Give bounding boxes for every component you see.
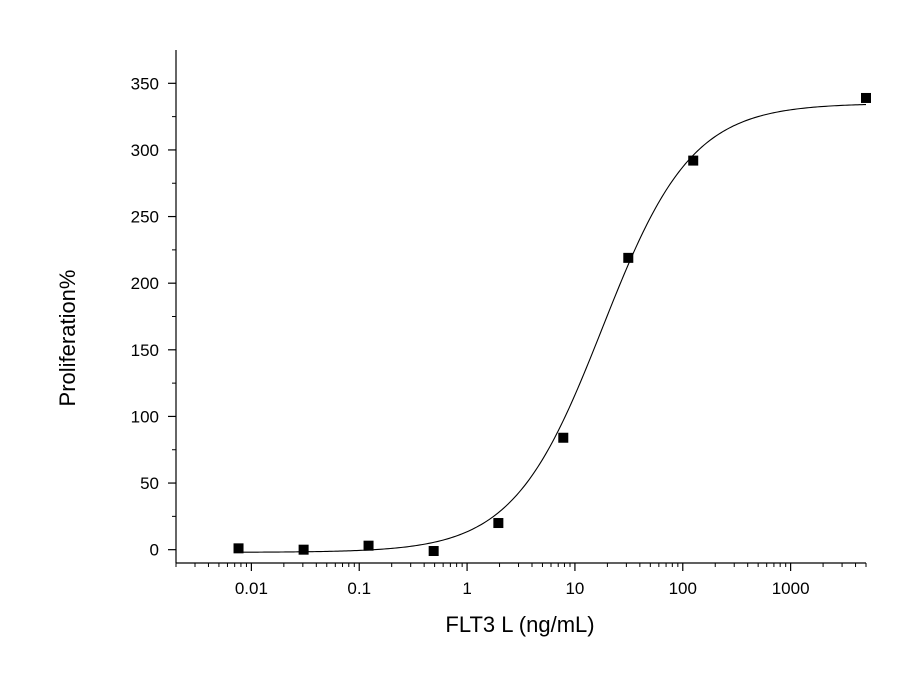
x-tick-label: 10 — [565, 579, 584, 598]
data-point — [233, 543, 244, 554]
y-tick-label: 250 — [131, 208, 159, 227]
y-axis-title: Proliferation% — [55, 270, 80, 407]
data-point — [688, 155, 699, 166]
data-point — [558, 432, 569, 443]
y-axis-ticks: 0 50 100 150 200 250 300 350 — [131, 74, 176, 560]
y-tick-label: 50 — [140, 474, 159, 493]
data-point — [298, 544, 309, 555]
x-tick-label: 100 — [669, 579, 697, 598]
y-tick-label: 0 — [150, 541, 159, 560]
fit-curve — [234, 103, 867, 553]
data-point — [861, 92, 871, 103]
x-tick-label: 1000 — [772, 579, 810, 598]
x-axis-title: FLT3 L (ng/mL) — [445, 612, 594, 637]
x-tick-label: 0.01 — [235, 579, 268, 598]
x-axis-ticks: 0.01 0.1 1 10 100 1000 — [175, 563, 867, 598]
data-point — [428, 546, 439, 557]
data-point — [363, 540, 374, 551]
y-tick-label: 200 — [131, 274, 159, 293]
x-tick-label: 1 — [462, 579, 471, 598]
data-points — [233, 92, 871, 557]
x-tick-label: 0.1 — [347, 579, 371, 598]
y-tick-label: 300 — [131, 141, 159, 160]
y-tick-label: 150 — [131, 341, 159, 360]
data-point — [623, 252, 634, 263]
y-tick-label: 100 — [131, 407, 159, 426]
axes — [175, 50, 866, 564]
y-tick-label: 350 — [131, 74, 159, 93]
data-point — [493, 518, 504, 529]
